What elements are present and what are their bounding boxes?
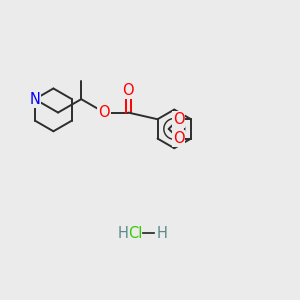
Text: H: H — [157, 226, 168, 241]
Text: O: O — [173, 112, 184, 127]
Text: N: N — [29, 92, 40, 107]
Text: O: O — [122, 83, 134, 98]
Text: H: H — [117, 226, 128, 241]
Text: O: O — [173, 131, 184, 146]
Text: Cl: Cl — [128, 226, 142, 241]
Text: O: O — [99, 105, 110, 120]
